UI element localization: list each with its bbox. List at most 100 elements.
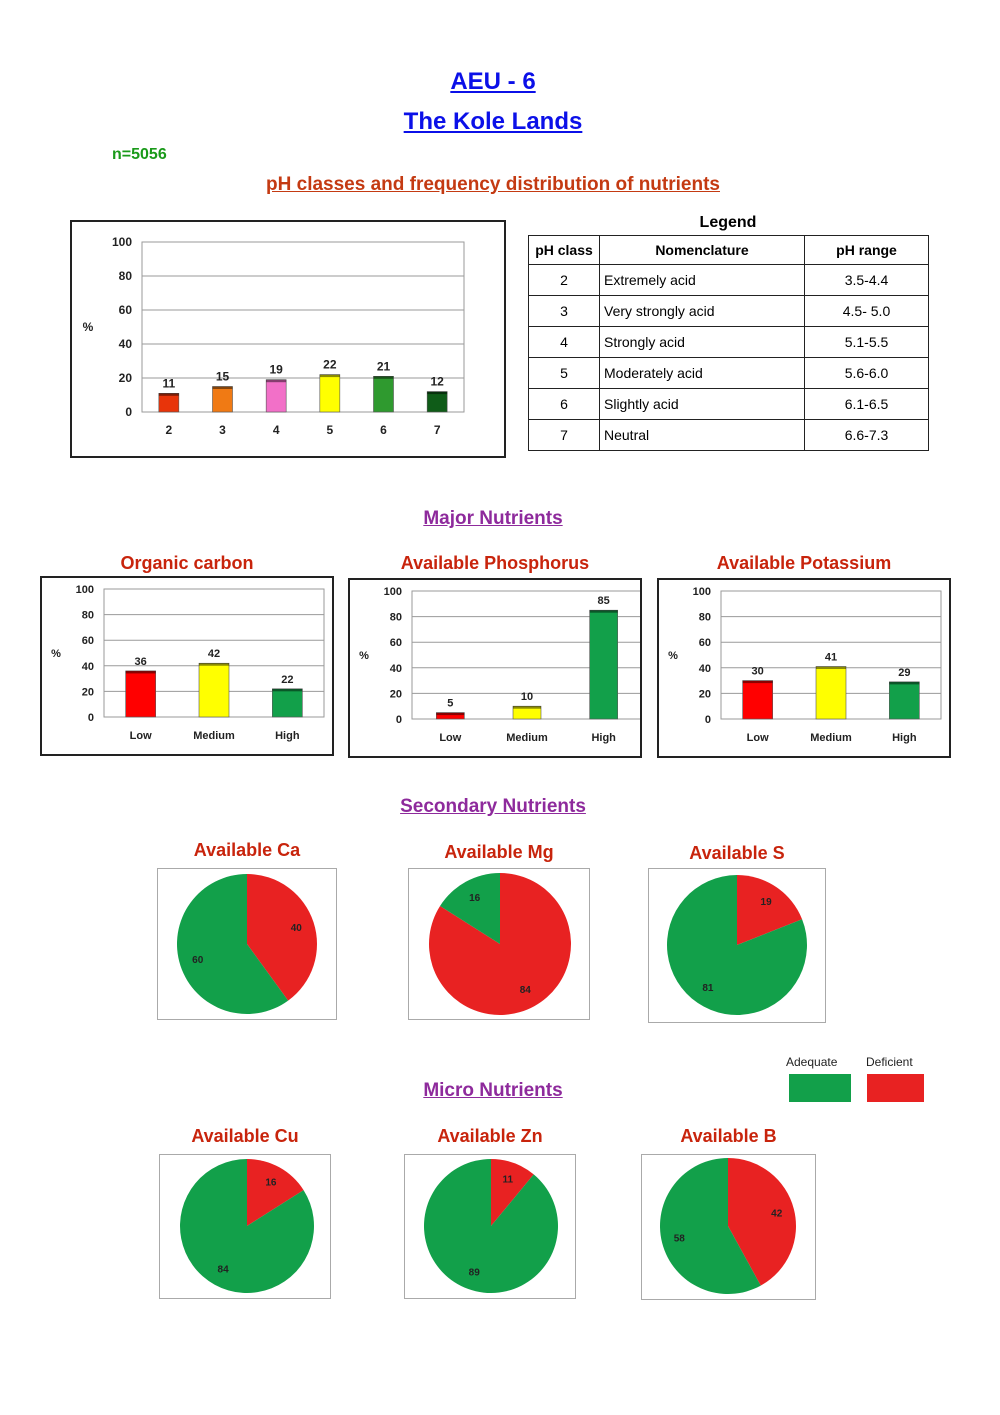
s-frame: 19 81 [648, 868, 826, 1023]
legend-cell-range: 3.5-4.4 [804, 264, 929, 296]
y-tick-label: 20 [699, 688, 711, 700]
data-label: 41 [825, 652, 837, 664]
pie-slice-deficient [491, 1159, 534, 1226]
legend-cell-nomenclature: Very strongly acid [599, 295, 805, 327]
x-tick-label: Low [439, 732, 461, 744]
bar-top-edge [816, 666, 846, 670]
bar-top-edge [158, 393, 179, 396]
plot-area [141, 241, 465, 413]
x-tick-label: High [591, 732, 616, 744]
legend-cell-class: 5 [528, 357, 600, 389]
bar [426, 391, 448, 413]
data-label: 5 [447, 698, 453, 710]
bar-top-edge [742, 680, 773, 684]
bar-top-edge [212, 386, 233, 389]
bar [373, 376, 394, 413]
secondary-nutrients-title: Secondary Nutrients [400, 796, 586, 817]
pie-label-deficient: 19 [761, 897, 773, 908]
legend-cell-range: 6.1-6.5 [804, 388, 929, 420]
bar [198, 662, 230, 718]
ph-chart-frame: 0 20 40 60 80 100% 11 2 15 3 19 4 22 5 21 6 12 7 [70, 220, 506, 458]
potassium-title: Available Potassium [716, 553, 892, 573]
bar-top-edge [125, 670, 156, 674]
x-tick-label: 4 [273, 423, 280, 437]
y-tick-label: 80 [82, 610, 94, 622]
mg-title: Available Mg [444, 842, 554, 862]
y-tick-label: 80 [699, 612, 711, 624]
pie-slice-adequate [177, 874, 289, 1014]
y-tick-label: 20 [82, 686, 94, 698]
potassium-chart: 0 20 40 60 80 100% 30 Low 41 Medium 29 High [668, 586, 942, 744]
legend-cell-range: 6.6-7.3 [804, 419, 929, 451]
bar [512, 705, 542, 720]
bar-top-edge [199, 663, 229, 666]
bar [889, 681, 920, 720]
data-label: 12 [430, 375, 444, 389]
data-label: 36 [135, 656, 147, 668]
y-tick-label: 20 [119, 371, 133, 385]
legend-cell-class: 7 [528, 419, 600, 451]
y-tick-label: 0 [705, 714, 711, 726]
pie-label-adequate: 58 [674, 1234, 686, 1245]
ca-title: Available Ca [193, 840, 301, 860]
y-tick-label: 100 [384, 586, 402, 598]
bar [436, 712, 465, 720]
pie-slice-adequate [667, 875, 807, 1015]
ca-pie-chart: 40 60 [177, 874, 317, 1014]
legend-cell-nomenclature: Slightly acid [599, 388, 805, 420]
bar [125, 670, 156, 718]
bar-top-edge [319, 374, 340, 378]
x-tick-label: Medium [810, 732, 852, 744]
zn-frame: 11 89 [404, 1154, 576, 1299]
legend-cell-nomenclature: Moderately acid [599, 357, 805, 389]
legend-header-nomenclature: Nomenclature [599, 235, 805, 265]
data-label: 42 [208, 648, 220, 660]
sample-count: n=5056 [112, 146, 167, 163]
x-tick-label: Medium [506, 732, 548, 744]
data-label: 85 [598, 595, 610, 607]
potassium-frame: 0 20 40 60 80 100% 30 Low 41 Medium 29 High [657, 578, 951, 758]
legend-title: Legend [699, 214, 757, 231]
bar [158, 393, 180, 413]
x-tick-label: Low [747, 732, 769, 744]
b-title: Available B [680, 1126, 777, 1146]
x-tick-label: Low [130, 730, 152, 742]
legend-row: 4 Strongly acid 5.1-5.5 [528, 326, 929, 358]
y-tick-label: 60 [119, 303, 133, 317]
pie-label-deficient: 16 [265, 1178, 277, 1189]
y-tick-label: 0 [88, 712, 94, 724]
pie-slice-adequate [180, 1159, 314, 1293]
y-tick-label: 100 [76, 584, 94, 596]
legend-header-class: pH class [528, 235, 600, 265]
legend-cell-range: 4.5- 5.0 [804, 295, 929, 327]
data-label: 10 [521, 691, 533, 703]
pie-slice-deficient [728, 1158, 796, 1286]
organic-carbon-frame: 0 20 40 60 80 100% 36 Low 42 Medium 22 High [40, 576, 334, 756]
pie-slice-adequate [660, 1158, 761, 1294]
bar-top-edge [513, 706, 541, 709]
pie-slice-deficient [247, 1159, 304, 1226]
y-tick-label: 40 [82, 661, 94, 673]
bar [265, 379, 287, 413]
pie-label-adequate: 60 [192, 955, 204, 966]
phosphorus-frame: 0 20 40 60 80 100% 5 Low 10 Medium 85 High [348, 578, 643, 758]
legend-cell-class: 3 [528, 295, 600, 327]
s-title: Available S [689, 843, 785, 863]
ca-frame: 40 60 [157, 868, 337, 1020]
legend-cell-range: 5.6-6.0 [804, 357, 929, 389]
ph-bar-chart: 0 20 40 60 80 100% 11 2 15 3 19 4 22 5 21 6 12 7 [83, 235, 465, 437]
mg-pie-chart: 84 16 [429, 873, 571, 1015]
zn-title: Available Zn [437, 1126, 543, 1146]
b-pie-chart: 42 58 [660, 1158, 796, 1294]
bar-top-edge [272, 688, 303, 692]
organic-carbon-chart: 0 20 40 60 80 100% 36 Low 42 Medium 22 High [51, 584, 325, 742]
x-tick-label: 7 [434, 423, 441, 437]
bar [589, 609, 618, 720]
bar [212, 386, 233, 413]
y-tick-label: 100 [112, 235, 132, 249]
bar-top-edge [427, 391, 448, 395]
phosphorus-chart: 0 20 40 60 80 100% 5 Low 10 Medium 85 High [359, 586, 643, 744]
legend-cell-nomenclature: Neutral [599, 419, 805, 451]
data-label: 30 [752, 666, 764, 678]
